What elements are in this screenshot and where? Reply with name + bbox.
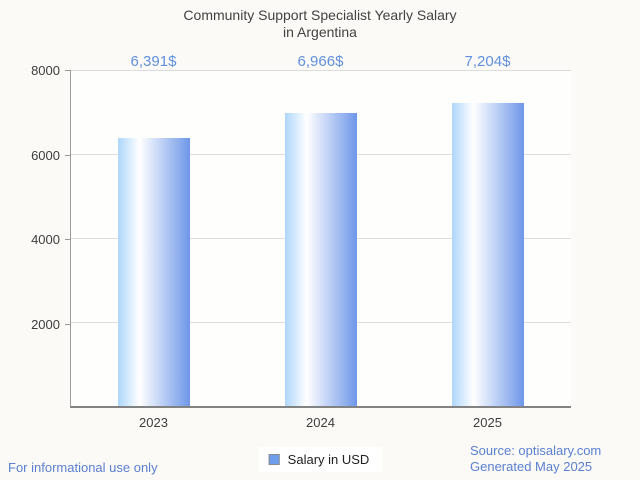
y-axis-label-4000: 4000 <box>31 232 60 247</box>
y-axis-tick-6000 <box>65 154 70 156</box>
y-axis-tick-2000 <box>65 323 70 325</box>
generated-text: Generated May 2025 <box>470 459 593 474</box>
bar-2024 <box>285 113 357 406</box>
source-block: Source: optisalary.com Generated May 202… <box>470 443 601 475</box>
value-label-row: 6,391$ 6,966$ 7,204$ <box>70 53 571 71</box>
y-axis-label-6000: 6000 <box>31 147 60 163</box>
bar-2023 <box>118 137 191 406</box>
y-axis-label-8000: 8000 <box>31 63 60 78</box>
x-axis-label-2025: 2025 <box>473 415 502 430</box>
value-label-2024: 6,966$ <box>297 53 344 70</box>
y-axis-label-2000: 2000 <box>31 316 60 332</box>
x-axis-label-2024: 2024 <box>306 415 335 430</box>
chart-title: Community Support Specialist Yearly Sala… <box>0 7 640 41</box>
y-axis-tick-4000 <box>65 239 70 240</box>
plot-area <box>70 70 571 408</box>
x-axis-label-2023: 2023 <box>139 415 168 430</box>
value-label-2023: 6,391$ <box>130 53 177 70</box>
disclaimer-text: For informational use only <box>8 460 158 475</box>
legend-series-label: Salary in USD <box>287 452 370 467</box>
source-text: Source: optisalary.com <box>470 443 602 458</box>
value-label-2025: 7,204$ <box>464 53 511 70</box>
y-axis-tick-8000 <box>65 70 70 71</box>
chart-title-line2: in Argentina <box>283 24 357 40</box>
legend-marker-square-icon <box>268 454 280 465</box>
gridline-8000 <box>71 70 571 71</box>
legend: Salary in USD <box>258 447 382 472</box>
chart-title-line1: Community Support Specialist Yearly Sala… <box>183 7 457 23</box>
x-axis-labels: 2023 2024 2025 <box>70 415 571 431</box>
bar-2025 <box>451 103 524 406</box>
y-axis: 2000 4000 6000 8000 <box>0 63 70 408</box>
